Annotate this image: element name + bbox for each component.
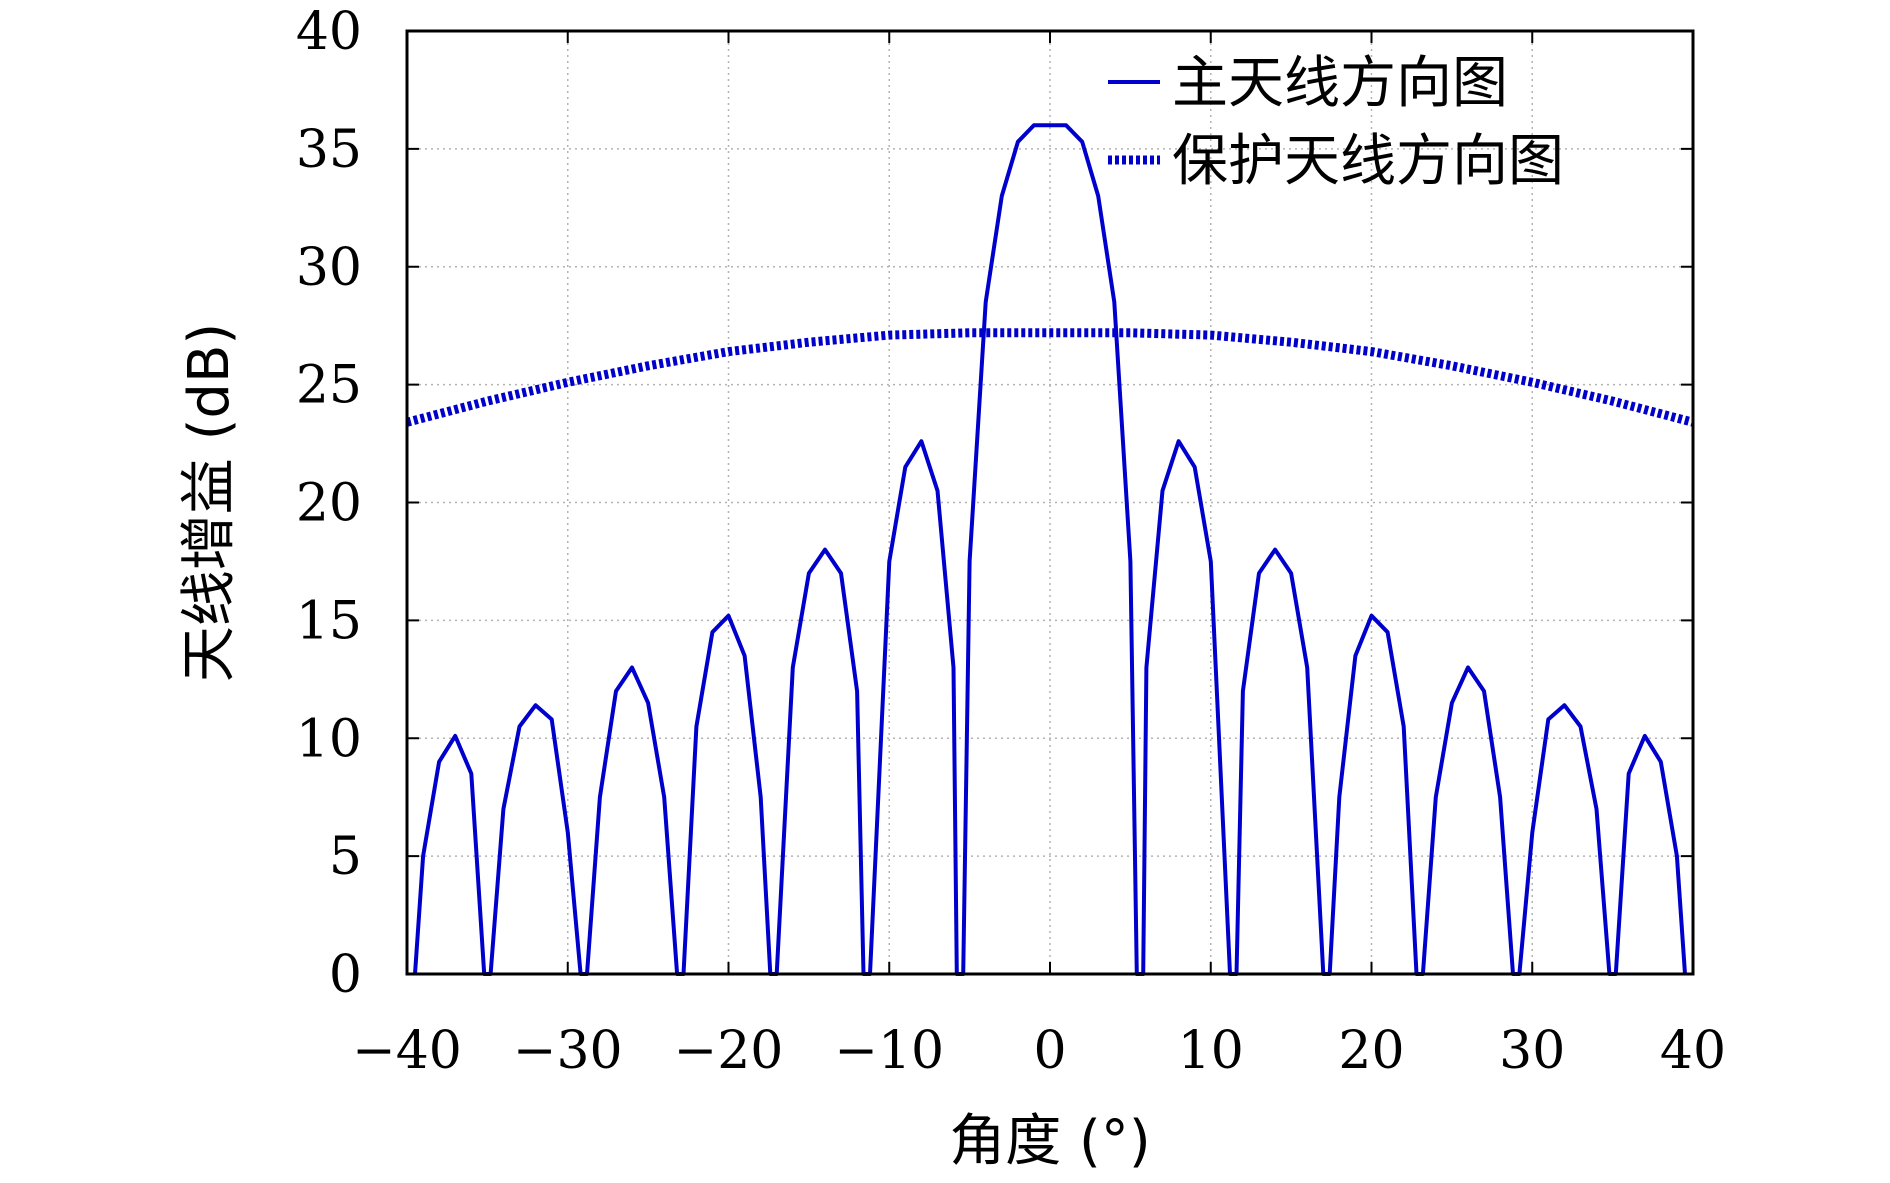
y-tick-label: 35 xyxy=(296,120,362,180)
x-tick-label: 20 xyxy=(1338,1021,1404,1081)
ticks: −40 −30 −20 −10 0 10 20 30 40 0 5 10 15 20 25 30 35 40 xyxy=(296,2,1726,1081)
main-antenna-pattern-line xyxy=(413,123,1687,976)
x-axis-title: 角度 (°) xyxy=(949,1109,1151,1174)
series-layer xyxy=(405,123,1695,976)
y-tick-label: 40 xyxy=(296,2,362,62)
x-tick-label: 10 xyxy=(1178,1021,1244,1081)
y-tick-label: 15 xyxy=(296,591,362,651)
legend-label: 保护天线方向图 xyxy=(1172,129,1564,194)
x-tick-label: 40 xyxy=(1660,1021,1726,1081)
y-tick-label: 0 xyxy=(329,945,362,1005)
guard-antenna-pattern-line xyxy=(405,328,1695,427)
y-tick-label: 20 xyxy=(296,474,362,534)
x-tick-label: −40 xyxy=(352,1021,462,1081)
grid xyxy=(407,31,1693,974)
y-tick-label: 5 xyxy=(329,827,362,887)
legend-label: 主天线方向图 xyxy=(1172,51,1508,116)
y-axis-title: 天线增益 (dB) xyxy=(177,323,242,682)
y-tick-label: 10 xyxy=(296,709,362,769)
y-tick-label: 25 xyxy=(296,356,362,416)
x-tick-label: −30 xyxy=(513,1021,623,1081)
x-tick-label: −10 xyxy=(834,1021,944,1081)
x-tick-label: −20 xyxy=(674,1021,784,1081)
x-tick-label: 0 xyxy=(1033,1021,1066,1081)
x-tick-label: 30 xyxy=(1499,1021,1565,1081)
y-tick-label: 30 xyxy=(296,238,362,298)
